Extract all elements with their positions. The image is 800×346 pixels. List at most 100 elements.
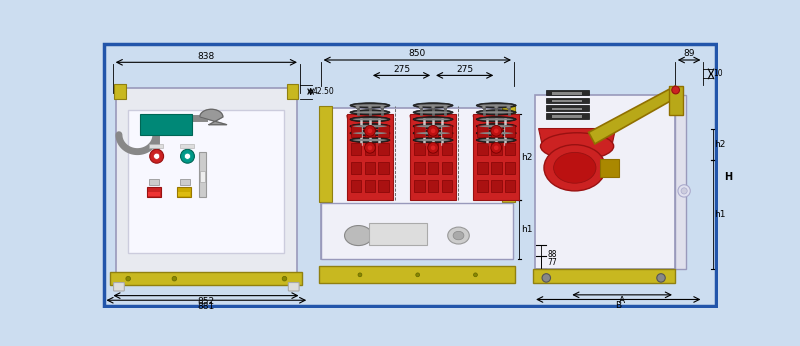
Text: 88: 88 bbox=[547, 249, 557, 258]
Bar bbox=[442, 162, 452, 174]
Circle shape bbox=[474, 273, 478, 277]
Bar bbox=[180, 179, 190, 185]
Circle shape bbox=[419, 105, 422, 109]
Text: 77: 77 bbox=[547, 258, 557, 267]
FancyBboxPatch shape bbox=[114, 283, 124, 291]
Ellipse shape bbox=[416, 118, 450, 120]
Bar bbox=[428, 162, 438, 174]
Circle shape bbox=[365, 126, 375, 136]
Circle shape bbox=[358, 273, 362, 277]
Bar bbox=[378, 180, 390, 192]
Bar bbox=[110, 272, 302, 285]
Ellipse shape bbox=[476, 103, 516, 108]
Circle shape bbox=[443, 105, 447, 109]
Bar bbox=[378, 162, 390, 174]
Ellipse shape bbox=[476, 124, 516, 129]
Circle shape bbox=[681, 188, 687, 194]
Ellipse shape bbox=[476, 117, 516, 122]
Circle shape bbox=[428, 143, 438, 153]
Bar bbox=[442, 125, 452, 137]
Circle shape bbox=[181, 149, 194, 163]
Bar bbox=[505, 180, 515, 192]
Bar bbox=[147, 187, 161, 197]
Bar bbox=[502, 106, 514, 202]
Bar bbox=[491, 162, 502, 174]
Circle shape bbox=[542, 274, 550, 282]
Ellipse shape bbox=[413, 103, 453, 108]
Ellipse shape bbox=[353, 104, 387, 107]
Ellipse shape bbox=[479, 125, 513, 127]
Text: H: H bbox=[724, 172, 732, 182]
Bar bbox=[552, 116, 582, 118]
Ellipse shape bbox=[353, 118, 387, 120]
Circle shape bbox=[494, 105, 498, 109]
Bar bbox=[505, 125, 515, 137]
Text: 275: 275 bbox=[393, 65, 410, 74]
Ellipse shape bbox=[413, 110, 453, 115]
Text: 275: 275 bbox=[456, 65, 474, 74]
Bar bbox=[114, 84, 126, 99]
Text: h2: h2 bbox=[521, 153, 532, 162]
Ellipse shape bbox=[350, 117, 390, 122]
Ellipse shape bbox=[345, 226, 372, 246]
Bar bbox=[552, 108, 582, 110]
Text: h1: h1 bbox=[714, 210, 726, 219]
Bar bbox=[669, 86, 682, 116]
Text: 10: 10 bbox=[714, 69, 723, 78]
Bar bbox=[365, 125, 375, 137]
Ellipse shape bbox=[476, 110, 516, 115]
Ellipse shape bbox=[413, 124, 453, 129]
Ellipse shape bbox=[353, 132, 387, 134]
Text: h2: h2 bbox=[714, 140, 726, 149]
Bar bbox=[505, 143, 515, 155]
Bar bbox=[428, 180, 438, 192]
Bar bbox=[350, 180, 362, 192]
Circle shape bbox=[184, 153, 190, 159]
Ellipse shape bbox=[350, 124, 390, 129]
Ellipse shape bbox=[413, 117, 453, 122]
Bar bbox=[477, 125, 488, 137]
Bar bbox=[410, 114, 456, 200]
Circle shape bbox=[368, 105, 372, 109]
Circle shape bbox=[491, 126, 502, 136]
Circle shape bbox=[150, 149, 164, 163]
Bar bbox=[491, 143, 502, 155]
Bar bbox=[149, 144, 163, 148]
Bar bbox=[546, 90, 589, 95]
Polygon shape bbox=[473, 116, 519, 146]
Bar bbox=[319, 106, 332, 202]
Text: 89: 89 bbox=[683, 49, 695, 58]
Circle shape bbox=[356, 105, 359, 109]
Circle shape bbox=[365, 143, 375, 153]
Bar bbox=[473, 114, 519, 200]
Bar bbox=[477, 180, 488, 192]
Bar bbox=[350, 162, 362, 174]
Ellipse shape bbox=[413, 130, 453, 136]
Circle shape bbox=[428, 126, 438, 136]
Bar bbox=[505, 162, 515, 174]
Ellipse shape bbox=[479, 139, 513, 141]
Circle shape bbox=[482, 105, 486, 109]
Ellipse shape bbox=[416, 104, 450, 107]
Bar bbox=[428, 125, 438, 137]
Bar bbox=[149, 179, 159, 185]
Ellipse shape bbox=[476, 137, 516, 143]
Circle shape bbox=[126, 276, 130, 281]
Bar bbox=[534, 95, 675, 270]
Circle shape bbox=[506, 105, 510, 109]
Circle shape bbox=[172, 276, 177, 281]
Bar bbox=[347, 114, 393, 200]
Circle shape bbox=[380, 105, 384, 109]
Bar bbox=[477, 143, 488, 155]
Circle shape bbox=[494, 128, 498, 133]
Ellipse shape bbox=[350, 130, 390, 136]
Ellipse shape bbox=[353, 111, 387, 113]
Circle shape bbox=[491, 143, 502, 153]
Bar bbox=[378, 143, 390, 155]
Bar bbox=[365, 143, 375, 155]
Bar bbox=[319, 266, 514, 283]
Bar bbox=[178, 187, 190, 197]
Ellipse shape bbox=[544, 145, 606, 191]
Circle shape bbox=[368, 145, 372, 150]
Circle shape bbox=[154, 153, 160, 159]
